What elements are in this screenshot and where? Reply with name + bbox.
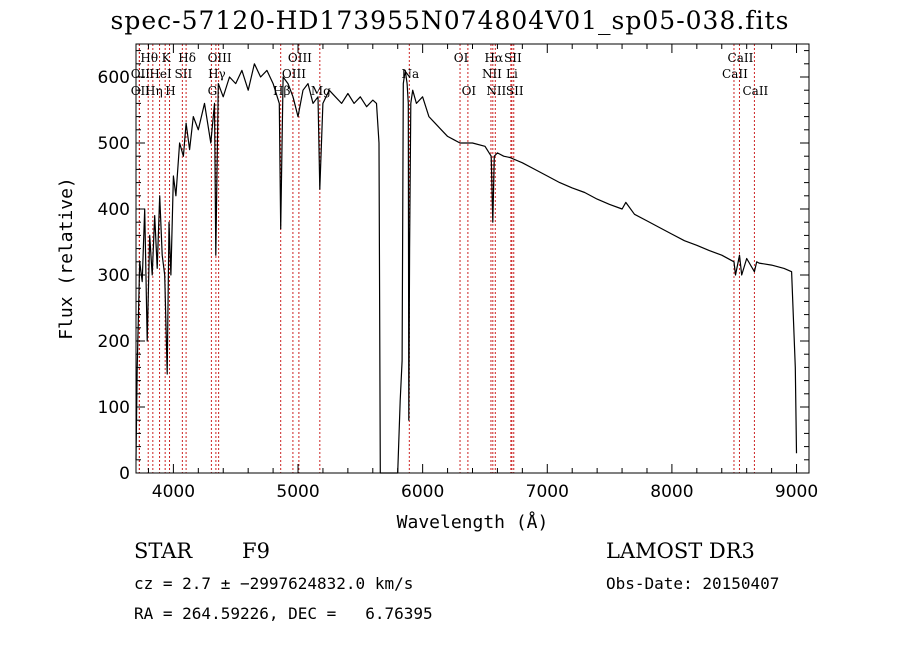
x-tick-label: 9000 [775, 482, 818, 502]
object-subclass: F9 [242, 539, 270, 563]
line-label-12: OIII [288, 51, 312, 65]
line-label-9: OIII [208, 51, 232, 65]
y-tick-label: 100 [98, 398, 130, 418]
y-tick-label: 300 [98, 266, 130, 286]
obs-date: Obs-Date: 20150407 [606, 574, 780, 593]
survey-name: LAMOST DR3 [606, 539, 755, 563]
x-tick-label: 7000 [526, 482, 569, 502]
chart-title: spec-57120-HD173955N074804V01_sp05-038.f… [110, 6, 790, 35]
redshift-readout: cz = 2.7 ± −2997624832.0 km/s [134, 574, 414, 593]
line-label-8: Hδ [178, 51, 196, 65]
line-label-14: Hβ [273, 84, 290, 98]
y-axis-label: Flux (relative) [56, 177, 77, 340]
line-label-7: SII [175, 67, 193, 81]
y-tick-label: 200 [98, 332, 130, 352]
line-label-20: NII [482, 67, 502, 81]
line-label-21: NII [486, 84, 506, 98]
line-label-27: CaII [742, 84, 768, 98]
plot-frame [135, 43, 810, 474]
x-tick-label: 6000 [401, 482, 444, 502]
line-label-26: CaII [722, 67, 748, 81]
y-tick-label: 600 [98, 68, 130, 88]
object-class: STAR [134, 539, 193, 563]
line-label-16: Na [401, 67, 419, 81]
line-label-0: Hθ [140, 51, 158, 65]
line-label-11: G [208, 84, 218, 98]
y-tick-label: 500 [98, 134, 130, 154]
line-label-18: OI [462, 84, 477, 98]
spectrum-line [135, 63, 798, 474]
line-label-3: Hη [145, 84, 163, 98]
line-label-19: Hα [485, 51, 504, 65]
line-label-23: Li [506, 67, 518, 81]
y-tick-label: 400 [98, 200, 130, 220]
line-label-25: CaII [728, 51, 754, 65]
line-label-5: K [162, 51, 172, 65]
line-label-1: OII [131, 67, 151, 81]
line-label-13: OIII [282, 67, 306, 81]
line-label-15: Mg [311, 84, 331, 98]
x-tick-label: 5000 [276, 482, 319, 502]
line-label-22: SII [504, 51, 522, 65]
line-label-17: OI [454, 51, 469, 65]
line-label-6: H [165, 84, 175, 98]
x-tick-label: 8000 [650, 482, 693, 502]
line-label-24: SII [506, 84, 524, 98]
x-axis-label: Wavelength (Å) [397, 511, 549, 533]
y-tick-label: 0 [119, 464, 130, 484]
line-label-2: OII [131, 84, 151, 98]
x-tick-label: 4000 [152, 482, 195, 502]
line-label-4: HeI [149, 67, 172, 81]
line-label-10: Hγ [208, 67, 226, 81]
ra-dec-readout: RA = 264.59226, DEC = 6.76395 [134, 604, 433, 623]
